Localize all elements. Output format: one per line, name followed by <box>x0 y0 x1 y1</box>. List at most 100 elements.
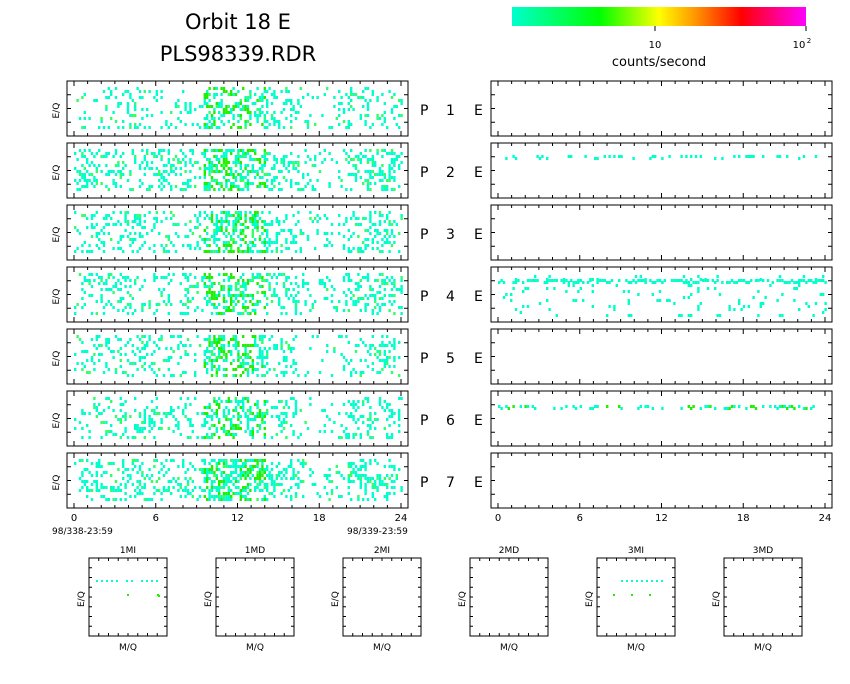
heat-cell <box>326 244 329 247</box>
heat-cell <box>292 397 295 400</box>
heat-cell <box>150 474 154 477</box>
heat-cell <box>165 347 168 350</box>
heat-cell <box>292 338 295 341</box>
heat-cell <box>359 96 362 99</box>
heat-cell <box>98 126 101 129</box>
heat-cell <box>141 309 144 312</box>
heat-cell <box>110 238 113 241</box>
heat-cell <box>383 303 386 306</box>
panels-group: E/Q P 1 EE/Q P 2 EE/Q P 3 EE/Q P 4 EE/Q P 5 EE/Q P 6 EE/Q P… <box>52 80 833 537</box>
heat-cell <box>541 155 544 158</box>
heat-cell <box>105 338 108 341</box>
heat-cell <box>347 474 350 477</box>
heat-cell <box>222 498 226 501</box>
heat-cell <box>330 158 334 161</box>
left-x-tick-label: 0 <box>71 513 77 524</box>
heat-cell <box>359 152 362 155</box>
mass-panel-xlabel: M/Q <box>246 643 264 653</box>
heat-cell <box>119 223 122 226</box>
heat-cell <box>210 433 214 436</box>
heat-cell <box>309 347 312 350</box>
heat-cell <box>90 498 94 501</box>
heat-cell <box>364 229 367 232</box>
heat-cell <box>112 409 115 412</box>
heat-cell <box>364 99 367 102</box>
heat-cell <box>203 338 206 341</box>
heat-cell <box>105 279 108 282</box>
heat-cell <box>263 433 266 436</box>
heat-cell <box>225 498 228 501</box>
heat-cell <box>352 403 355 406</box>
heat-cell <box>381 114 384 117</box>
heat-cell <box>210 294 214 297</box>
heat-cell <box>225 182 228 185</box>
heat-cell <box>697 305 700 308</box>
heat-cell <box>294 495 298 498</box>
heat-cell <box>81 214 84 217</box>
heat-cell <box>83 179 86 182</box>
heat-cell <box>222 241 226 244</box>
heat-cell <box>651 281 654 284</box>
heat-cell <box>131 99 134 102</box>
heat-cell <box>251 164 254 167</box>
heat-cell <box>203 99 206 102</box>
heat-cell <box>230 338 233 341</box>
heat-cell <box>227 214 230 217</box>
heat-cell <box>242 179 245 182</box>
heat-cell <box>146 164 149 167</box>
heat-cell <box>342 403 346 406</box>
heat-cell <box>366 161 370 164</box>
heat-cell <box>352 462 355 465</box>
heat-cell <box>338 176 341 179</box>
heat-cell <box>196 306 199 309</box>
heat-cell <box>227 400 230 403</box>
heat-cell <box>728 407 731 410</box>
heat-cell <box>275 176 278 179</box>
heat-cell <box>203 276 206 279</box>
heat-cell <box>232 123 235 126</box>
heat-cell <box>138 288 142 291</box>
heat-cell <box>280 430 283 433</box>
heat-cell <box>222 152 226 155</box>
heat-cell <box>376 279 379 282</box>
heat-cell <box>378 173 382 176</box>
heat-cell <box>251 273 254 276</box>
heat-cell <box>362 217 365 220</box>
heat-cell <box>285 341 288 344</box>
heat-cell <box>239 232 242 235</box>
heat-cell <box>254 486 257 489</box>
heat-cell <box>280 273 283 276</box>
heat-cell <box>105 471 108 474</box>
heat-cell <box>249 483 252 486</box>
heat-cell <box>299 188 302 191</box>
heat-cell <box>786 155 789 158</box>
heat-cell <box>78 477 82 480</box>
heat-cell <box>383 173 386 176</box>
heat-cell <box>210 480 214 483</box>
heat-cell <box>290 102 293 105</box>
heat-cell <box>83 214 86 217</box>
heat-cell <box>258 350 262 353</box>
heat-cell <box>383 344 386 347</box>
heat-cell <box>203 238 206 241</box>
heat-cell <box>776 407 779 410</box>
heat-cell <box>215 93 218 96</box>
heat-cell <box>350 480 353 483</box>
heat-cell <box>354 471 358 474</box>
heat-cell <box>680 155 683 158</box>
heat-cell <box>196 244 199 247</box>
heat-cell <box>239 173 242 176</box>
heat-cell <box>778 405 782 408</box>
heat-cell <box>239 108 242 111</box>
heat-cell <box>153 421 156 424</box>
row-label-num: 1 <box>446 103 455 119</box>
heat-cell <box>234 338 238 341</box>
heat-cell <box>93 353 96 356</box>
heat-cell <box>371 436 374 439</box>
heat-cell <box>210 374 214 377</box>
heat-cell <box>335 117 338 120</box>
right-panel-cells <box>498 405 815 410</box>
heat-cell <box>512 281 515 284</box>
heat-cell <box>386 232 389 235</box>
heat-cell <box>258 427 262 430</box>
